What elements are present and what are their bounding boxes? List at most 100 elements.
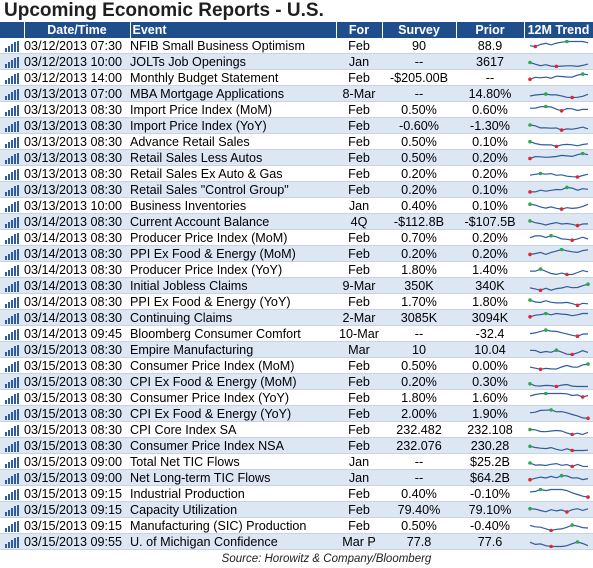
sparkline-high-marker [548, 233, 553, 237]
table-row[interactable]: 03/14/2013 08:30 PPI Ex Food & Energy (Yo… [0, 293, 593, 310]
table-row[interactable]: 03/15/2013 09:55 U. of Michigan Confidenc… [0, 533, 593, 550]
table-row[interactable]: 03/15/2013 08:30 Consumer Price Index (Yo… [0, 389, 593, 406]
bar-chart-icon[interactable] [5, 392, 19, 404]
sparkline-high-marker [585, 361, 590, 366]
table-row[interactable]: 03/14/2013 08:30 PPI Ex Food & Energy (Mo… [0, 245, 593, 262]
row-chart-icon-cell [0, 69, 24, 86]
table-row[interactable]: 03/15/2013 09:15 Industrial Production Feb… [0, 485, 593, 502]
bar-chart-icon[interactable] [5, 536, 19, 548]
header-for[interactable]: For [336, 22, 383, 38]
cell-datetime: 03/15/2013 09:00 [24, 453, 130, 470]
table-row[interactable]: 03/15/2013 09:15 Capacity Utilization Feb 7… [0, 501, 593, 518]
trend-sparkline [527, 201, 588, 211]
bar-chart-icon[interactable] [5, 280, 19, 292]
table-row[interactable]: 03/14/2013 08:30 Current Account Balance 4… [0, 213, 593, 230]
header-datetime[interactable]: Date/Time [24, 22, 131, 38]
table-row[interactable]: 03/13/2013 07:00 MBA Mortgage Application… [0, 85, 593, 102]
table-row[interactable]: 03/15/2013 09:00 Net Long-term TIC Flows J… [0, 469, 593, 486]
table-row[interactable]: 03/13/2013 10:00 Business Inventories Jan 0… [0, 197, 593, 214]
row-chart-icon-cell [0, 38, 24, 54]
bar-chart-icon[interactable] [5, 376, 19, 388]
table-row[interactable]: 03/15/2013 08:30 Consumer Price Index (Mo… [0, 357, 593, 374]
table-row[interactable]: 03/14/2013 08:30 Continuing Claims 2-Mar 30… [0, 309, 593, 326]
bar-chart-icon[interactable] [5, 248, 19, 260]
bar-chart-icon[interactable] [5, 72, 19, 84]
cell-survey: 2.00% [382, 405, 456, 422]
bar-chart-icon[interactable] [5, 216, 19, 228]
bar-chart-icon[interactable] [5, 408, 19, 420]
row-chart-icon-cell [0, 533, 24, 550]
bar-chart-icon[interactable] [5, 296, 19, 308]
cell-survey: 0.20% [382, 373, 456, 390]
sparkline-high-marker [543, 391, 548, 395]
table-row[interactable]: 03/12/2013 07:30 NFIB Small Business Opti… [0, 38, 593, 54]
bar-chart-icon[interactable] [5, 88, 19, 100]
table-row[interactable]: 03/14/2013 08:30 Producer Price Index (Mo… [0, 229, 593, 246]
bar-chart-icon[interactable] [5, 456, 19, 468]
table-row[interactable]: 03/15/2013 08:30 Empire Manufacturing Mar 1… [0, 341, 593, 358]
bar-chart-icon[interactable] [5, 232, 19, 244]
cell-for: Feb [336, 181, 382, 198]
bar-chart-icon[interactable] [5, 120, 19, 132]
bar-chart-icon[interactable] [5, 152, 19, 164]
bar-chart-icon[interactable] [5, 264, 19, 276]
sparkline-path [529, 408, 588, 419]
table-row[interactable]: 03/15/2013 08:30 Consumer Price Index NSA… [0, 437, 593, 454]
cell-for: Feb [336, 373, 382, 390]
table-row[interactable]: 03/12/2013 10:00 JOLTs Job Openings Jan -- 3… [0, 53, 593, 70]
bar-chart-icon[interactable] [5, 504, 19, 516]
bar-chart-icon[interactable] [5, 440, 19, 452]
bar-chart-icon[interactable] [5, 472, 19, 484]
bar-chart-icon[interactable] [5, 200, 19, 212]
table-row[interactable]: 03/15/2013 09:15 Manufacturing (SIC) Prod… [0, 517, 593, 534]
cell-datetime: 03/15/2013 08:30 [24, 373, 130, 390]
bar-chart-icon[interactable] [5, 344, 19, 356]
header-survey[interactable]: Survey [382, 22, 457, 38]
bar-chart-icon[interactable] [5, 168, 19, 180]
bar-chart-icon[interactable] [5, 360, 19, 372]
table-row[interactable]: 03/13/2013 08:30 Import Price Index (MoM)… [0, 101, 593, 118]
table-row[interactable]: 03/15/2013 08:30 CPI Ex Food & Energy (Yo… [0, 405, 593, 422]
table-row[interactable]: 03/12/2013 14:00 Monthly Budget Statement… [0, 69, 593, 86]
cell-prior: 79.10% [456, 501, 524, 518]
cell-event: JOLTs Job Openings [130, 53, 336, 70]
header-trend[interactable]: 12M Trend [524, 22, 593, 38]
trend-sparkline-cell [524, 533, 593, 550]
table-row[interactable]: 03/13/2013 08:30 Advance Retail Sales Feb 0… [0, 133, 593, 150]
table-row[interactable]: 03/14/2013 08:30 Producer Price Index (Yo… [0, 261, 593, 278]
bar-chart-icon[interactable] [5, 184, 19, 196]
table-row[interactable]: 03/14/2013 09:45 Bloomberg Consumer Comfo… [0, 325, 593, 342]
table-row[interactable]: 03/15/2013 09:00 Total Net TIC Flows Jan --… [0, 453, 593, 470]
bar-chart-icon[interactable] [5, 520, 19, 532]
bar-chart-icon[interactable] [5, 56, 19, 68]
bar-chart-icon[interactable] [5, 312, 19, 324]
cell-survey: -$205.00B [382, 69, 456, 86]
bar-chart-icon[interactable] [5, 424, 19, 436]
table-row[interactable]: 03/13/2013 08:30 Retail Sales Less Autos F… [0, 149, 593, 166]
bar-chart-icon[interactable] [5, 136, 19, 148]
bar-chart-icon[interactable] [5, 40, 19, 52]
cell-event: Industrial Production [130, 485, 336, 502]
table-row[interactable]: 03/13/2013 08:30 Import Price Index (YoY)… [0, 117, 593, 134]
header-event[interactable]: Event [130, 22, 337, 38]
cell-datetime: 03/15/2013 09:55 [24, 533, 130, 550]
table-row[interactable]: 03/14/2013 08:30 Initial Jobless Claims 9-… [0, 277, 593, 294]
cell-datetime: 03/15/2013 08:30 [24, 405, 130, 422]
table-row[interactable]: 03/13/2013 08:30 Retail Sales "Control Gr… [0, 181, 593, 198]
trend-sparkline [527, 71, 588, 81]
trend-sparkline [529, 266, 588, 276]
bar-chart-icon[interactable] [5, 328, 19, 340]
trend-sparkline-cell [524, 517, 593, 534]
header-prior[interactable]: Prior [456, 22, 525, 38]
sparkline-low-marker [575, 223, 579, 227]
bar-chart-icon[interactable] [5, 104, 19, 116]
table-row[interactable]: 03/15/2013 08:30 CPI Core Index SA Feb 232.… [0, 421, 593, 438]
trend-sparkline-cell [524, 133, 593, 150]
table-row[interactable]: 03/13/2013 08:30 Retail Sales Ex Auto & G… [0, 165, 593, 182]
bar-chart-icon[interactable] [5, 488, 19, 500]
cell-datetime: 03/13/2013 08:30 [24, 101, 130, 118]
sparkline-low-marker [564, 509, 569, 514]
cell-datetime: 03/15/2013 09:15 [24, 485, 130, 502]
source-note: Source: Horowitz & Company/Bloomberg [221, 553, 432, 565]
table-row[interactable]: 03/15/2013 08:30 CPI Ex Food & Energy (Mo… [0, 373, 593, 390]
